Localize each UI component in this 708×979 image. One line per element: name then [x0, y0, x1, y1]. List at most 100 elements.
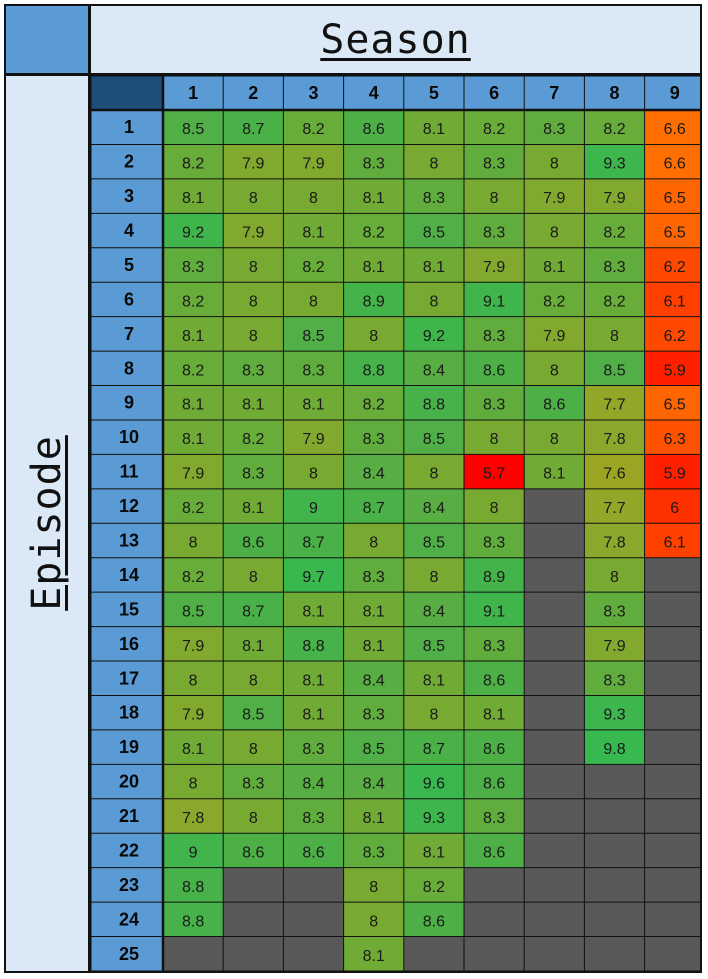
- rating-value: 8.3: [302, 810, 324, 827]
- rating-cell: [464, 178, 525, 214]
- episode-header-cell: [91, 557, 163, 593]
- rating-value: 9.6: [423, 776, 445, 793]
- rating-value: 5.9: [664, 466, 686, 483]
- rating-value: 8.1: [363, 638, 385, 655]
- heatmap-grid: 1 2 3 4 5 6 7 8 91 8.5 8.7 8.2 8.6 8.1 8.2 8.3 8.2 6.62 8.…: [90, 75, 700, 971]
- rating-value: 8: [249, 810, 258, 827]
- rating-value: 8.6: [543, 397, 565, 414]
- rating-value: 8.2: [483, 121, 505, 138]
- rating-value: 8: [309, 466, 318, 483]
- rating-value: 8.5: [242, 707, 264, 724]
- rating-value: 8.4: [363, 672, 385, 689]
- rating-value: 8.2: [423, 879, 445, 896]
- season-header-cell: [163, 76, 224, 110]
- season-title: Season: [320, 16, 471, 63]
- rating-cell: [464, 110, 525, 145]
- rating-value: 8.3: [603, 603, 625, 620]
- rating-value: 8: [369, 913, 378, 930]
- rating-value: 8.1: [363, 603, 385, 620]
- rating-cell: [524, 385, 585, 420]
- episode-number: 13: [119, 531, 139, 551]
- episode-header-cell: [91, 454, 163, 489]
- empty-cell: [644, 936, 700, 971]
- rating-cell: [343, 247, 404, 283]
- empty-cell: [223, 867, 284, 903]
- rating-value: 8.5: [423, 225, 445, 242]
- rating-cell: [644, 488, 700, 524]
- rating-cell: [343, 213, 404, 248]
- rating-value: 8.1: [423, 259, 445, 276]
- rating-value: 8.1: [423, 121, 445, 138]
- rating-cell: [343, 764, 404, 799]
- rating-cell: [163, 351, 224, 386]
- rating-value: 8.2: [603, 121, 625, 138]
- episode-header-cell: [91, 144, 163, 179]
- rating-value: 8: [249, 328, 258, 345]
- rating-value: 8.6: [242, 535, 264, 552]
- rating-value: 6.5: [664, 397, 686, 414]
- empty-cell: [584, 764, 645, 799]
- episode-number: 12: [119, 496, 139, 516]
- rating-cell: [343, 351, 404, 386]
- rating-value: 8.1: [182, 397, 204, 414]
- rating-cell: [283, 661, 344, 696]
- rating-cell: [283, 729, 344, 765]
- rating-value: 8.6: [483, 776, 505, 793]
- rating-cell: [163, 144, 224, 179]
- rating-value: 8.2: [182, 293, 204, 310]
- episode-number: 19: [119, 737, 139, 757]
- rating-value: 8: [610, 569, 619, 586]
- rating-cell: [464, 764, 525, 799]
- rating-value: 8: [189, 672, 198, 689]
- episode-number: 18: [119, 703, 139, 723]
- empty-cell: [644, 557, 700, 593]
- rating-value: 8.3: [363, 156, 385, 173]
- rating-cell: [283, 833, 344, 868]
- empty-cell: [644, 833, 700, 868]
- rating-value: 8.1: [302, 672, 324, 689]
- rating-value: 8: [369, 535, 378, 552]
- rating-cell: [464, 454, 525, 489]
- rating-value: 8.6: [423, 913, 445, 930]
- episode-number: 22: [119, 840, 139, 860]
- episode-header-cell: [91, 488, 163, 524]
- rating-cell: [464, 695, 525, 730]
- empty-cell: [644, 729, 700, 765]
- episode-number: 1: [124, 117, 134, 137]
- rating-cell: [163, 867, 224, 903]
- season-number: 6: [489, 83, 499, 103]
- rating-value: 8: [189, 776, 198, 793]
- rating-cell: [464, 626, 525, 662]
- rating-value: 6.5: [664, 190, 686, 207]
- rating-value: 7.9: [242, 225, 264, 242]
- episode-header-band: Episode: [6, 76, 91, 971]
- episode-number: 21: [119, 806, 139, 826]
- rating-value: 7.9: [242, 156, 264, 173]
- rating-cell: [584, 282, 645, 317]
- episode-number: 17: [119, 668, 139, 688]
- rating-cell: [464, 419, 525, 455]
- rating-cell: [524, 316, 585, 352]
- rating-value: 7.6: [603, 466, 625, 483]
- episode-header-cell: [91, 110, 163, 145]
- rating-value: 8.3: [242, 362, 264, 379]
- rating-cell: [584, 661, 645, 696]
- rating-cell: [584, 592, 645, 627]
- season-header-cell: [283, 76, 344, 110]
- rating-value: 8: [249, 293, 258, 310]
- season-number: 9: [670, 83, 680, 103]
- rating-cell: [223, 695, 284, 730]
- rating-value: 8.2: [182, 156, 204, 173]
- rating-cell: [223, 419, 284, 455]
- rating-value: 8.1: [242, 500, 264, 517]
- rating-cell: [584, 385, 645, 420]
- rating-cell: [163, 282, 224, 317]
- rating-cell: [403, 282, 464, 317]
- empty-cell: [524, 867, 585, 903]
- empty-cell: [644, 902, 700, 937]
- rating-cell: [644, 110, 700, 145]
- season-header-cell: [584, 76, 645, 110]
- rating-cell: [163, 798, 224, 834]
- rating-cell: [223, 178, 284, 214]
- rating-value: 8: [309, 293, 318, 310]
